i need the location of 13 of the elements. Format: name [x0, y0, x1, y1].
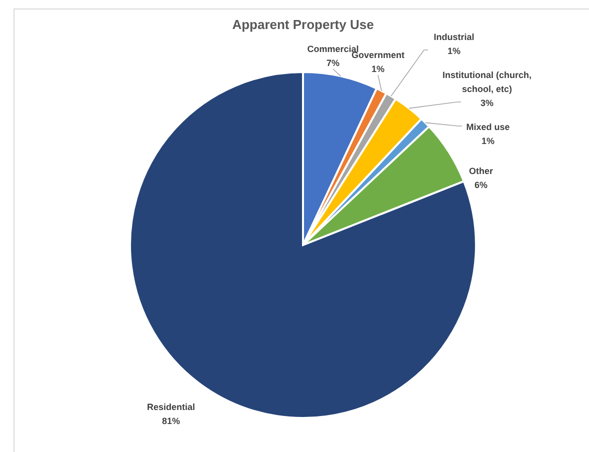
data-label: 1%	[371, 64, 385, 74]
data-label: 3%	[480, 98, 494, 108]
data-label: 7%	[326, 58, 340, 68]
chart-title: Apparent Property Use	[232, 17, 374, 32]
slice-label: Mixed use	[466, 122, 510, 132]
slice-label: Industrial	[434, 32, 474, 42]
data-label: 81%	[162, 416, 180, 426]
data-label: 1%	[481, 136, 495, 146]
slice-label: Residential	[146, 402, 196, 412]
data-label: 1%	[447, 46, 461, 56]
data-label: 6%	[474, 180, 488, 190]
slice-label: Institutional (church, school, etc)	[442, 70, 532, 94]
slice-label: Other	[468, 166, 494, 176]
